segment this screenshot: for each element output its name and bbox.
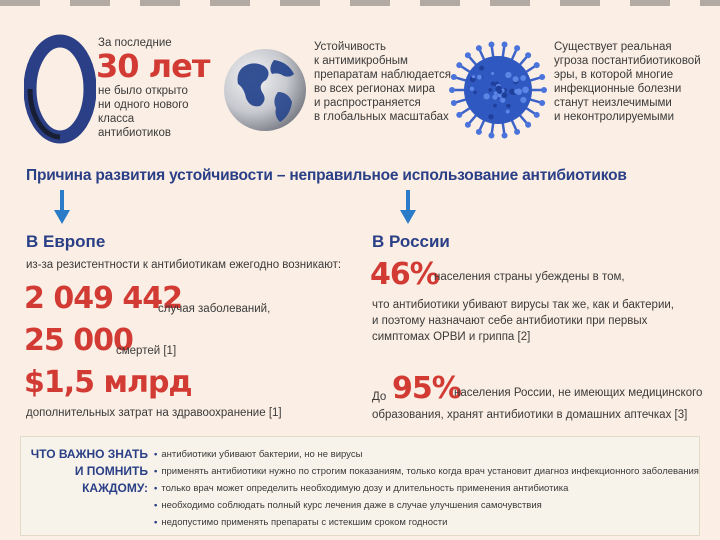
block2-text-line: и распространяется: [314, 96, 451, 110]
list-item: • применять антибиотики нужно по строгим …: [154, 463, 699, 480]
russia-stat1-value: 46%: [370, 258, 439, 292]
top-decoration-strip: [0, 0, 720, 6]
europe-stat2-label: смертей [1]: [116, 344, 176, 358]
block3-text: Существует реальная угроза постантибиоти…: [554, 40, 701, 124]
russia-stat2-value: 95%: [392, 372, 461, 406]
arrow-down-icon: [54, 190, 70, 224]
europe-stat3-value: $1,5 млрд: [24, 366, 192, 400]
europe-title: В Европе: [26, 232, 105, 252]
block2-text-line: в глобальных масштабах: [314, 110, 451, 124]
list-item: • антибиотики убивают бактерии, но не вир…: [154, 446, 699, 463]
list-item: • только врач может определить необходиму…: [154, 480, 699, 497]
list-item-text: применять антибиотики нужно по строгим п…: [161, 466, 699, 477]
bullet-icon: •: [154, 517, 157, 528]
remember-title-line: КАЖДОМУ:: [24, 480, 148, 497]
list-item-text: необходимо соблюдать полный курс лечения…: [161, 500, 541, 511]
virus-icon: [446, 34, 550, 151]
russia-stat2-prefix: До: [372, 390, 386, 404]
block3-text-line: и неконтролируемыми: [554, 110, 701, 124]
block3-text-line: станут неизлечимыми: [554, 96, 701, 110]
block3-text-line: эры, в которой многие: [554, 68, 701, 82]
russia-stat2-line1: населения России, не имеющих медицинског…: [454, 386, 702, 400]
block3-text-line: Существует реальная: [554, 40, 701, 54]
bullet-icon: •: [154, 483, 157, 494]
block1-text-line: класса: [98, 112, 189, 126]
block1-text-line: ни одного нового: [98, 98, 189, 112]
russia-stat1-line1: населения страны убеждены в том,: [434, 270, 625, 284]
block3-text-line: угроза постантибиотиковой: [554, 54, 701, 68]
block1-text-line: антибиотиков: [98, 126, 189, 140]
block2-text-line: препаратам наблюдается: [314, 68, 451, 82]
list-item-text: только врач может определить необходимую…: [161, 483, 568, 494]
block3-text-line: инфекционные болезни: [554, 82, 701, 96]
headline: Причина развития устойчивости – неправил…: [26, 166, 702, 186]
ring-logo-icon: [24, 34, 96, 149]
list-item-text: недопустимо применять препараты с истекш…: [161, 517, 447, 528]
list-item: • недопустимо применять препараты с истек…: [154, 514, 699, 531]
block2-text: Устойчивость к антимикробным препаратам …: [314, 40, 451, 124]
block2-text-line: Устойчивость: [314, 40, 451, 54]
block1-text-line: не было открыто: [98, 84, 189, 98]
russia-stat1-text: что антибиотики убивают вирусы так же, к…: [372, 298, 674, 344]
block1-text: не было открыто ни одного нового класса …: [98, 84, 189, 140]
block2-text-line: во всех регионах мира: [314, 82, 451, 96]
europe-intro: из-за резистентности к антибиотикам ежег…: [26, 258, 341, 272]
russia-stat1-line: и поэтому назначают себе антибиотики при…: [372, 314, 674, 328]
list-item-text: антибиотики убивают бактерии, но не виру…: [161, 449, 362, 460]
arrow-down-icon: [400, 190, 416, 224]
remember-title: ЧТО ВАЖНО ЗНАТЬ И ПОМНИТЬ КАЖДОМУ:: [24, 446, 148, 497]
block2-text-line: к антимикробным: [314, 54, 451, 68]
europe-stat3-label: дополнительных затрат на здравоохранение…: [26, 406, 282, 420]
bullet-icon: •: [154, 466, 157, 477]
russia-title: В России: [372, 232, 450, 252]
russia-stat2-line2: образования, хранят антибиотики в домашн…: [372, 408, 687, 422]
remember-title-line: И ПОМНИТЬ: [24, 463, 148, 480]
bullet-icon: •: [154, 500, 157, 511]
remember-list: • антибиотики убивают бактерии, но не вир…: [154, 446, 699, 531]
russia-stat1-line: что антибиотики убивают вирусы так же, к…: [372, 298, 674, 312]
globe-icon: [222, 36, 308, 149]
europe-stat1-label: случая заболеваний,: [158, 302, 270, 316]
remember-title-line: ЧТО ВАЖНО ЗНАТЬ: [24, 446, 148, 463]
list-item: • необходимо соблюдать полный курс лечени…: [154, 497, 699, 514]
bullet-icon: •: [154, 449, 157, 460]
block1-big-number: 30 лет: [96, 48, 209, 84]
russia-stat1-line: симптомах ОРВИ и гриппа [2]: [372, 330, 674, 344]
